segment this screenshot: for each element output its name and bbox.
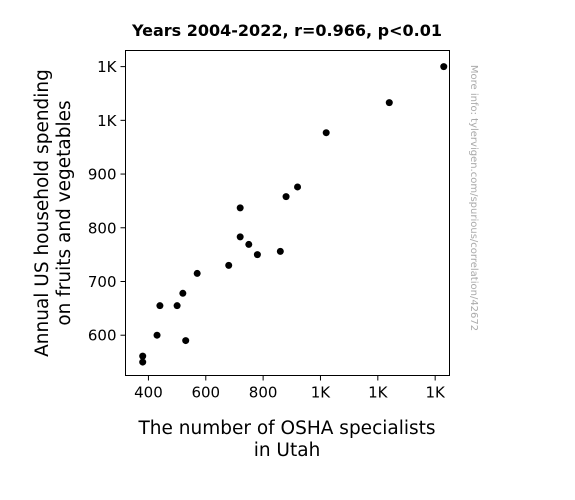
- data-point: [440, 63, 448, 71]
- data-point: [282, 193, 290, 201]
- data-point: [245, 240, 253, 248]
- y-tick-label: 700: [88, 273, 117, 291]
- data-point: [156, 302, 164, 310]
- data-point: [294, 183, 302, 191]
- y-tick-label: 900: [88, 166, 117, 184]
- y-tick-label: 600: [88, 327, 117, 345]
- data-point: [179, 289, 187, 297]
- data-point: [385, 99, 393, 107]
- x-tick-label: 800: [249, 384, 278, 402]
- x-axis-label-line-1: The number of OSHA specialists: [137, 418, 435, 439]
- data-point: [236, 204, 244, 212]
- chart-title: Years 2004-2022, r=0.966, p<0.01: [131, 21, 442, 40]
- data-point: [153, 331, 161, 339]
- data-point: [139, 352, 147, 360]
- data-point: [225, 261, 233, 269]
- data-point: [139, 358, 147, 366]
- plot-frame: [125, 50, 450, 376]
- y-axis-label-line-2: on fruits and vegetables: [54, 100, 75, 325]
- x-axis: 400 600 800 1K 1K 1K: [134, 375, 446, 402]
- source-note: More info: tylervigen.com/spurious/corre…: [468, 65, 479, 331]
- x-tick-label: 1K: [425, 384, 446, 402]
- y-tick-label: 800: [88, 219, 117, 237]
- data-point: [173, 302, 181, 310]
- data-point: [322, 129, 330, 137]
- data-point: [236, 233, 244, 241]
- x-axis-label-line-2: in Utah: [254, 440, 321, 461]
- x-tick-label: 600: [191, 384, 220, 402]
- y-axis-label-line-1: Annual US household spending: [32, 69, 53, 357]
- data-point: [193, 269, 201, 277]
- x-tick-label: 1K: [368, 384, 389, 402]
- y-axis: 600 700 800 900 1K 1K: [88, 58, 126, 345]
- x-tick-label: 400: [134, 384, 163, 402]
- x-tick-label: 1K: [311, 384, 332, 402]
- data-point: [276, 247, 284, 255]
- data-point: [253, 251, 261, 259]
- data-points: [139, 63, 448, 366]
- data-point: [182, 337, 190, 345]
- y-tick-label: 1K: [97, 58, 118, 76]
- y-tick-label: 1K: [97, 112, 118, 130]
